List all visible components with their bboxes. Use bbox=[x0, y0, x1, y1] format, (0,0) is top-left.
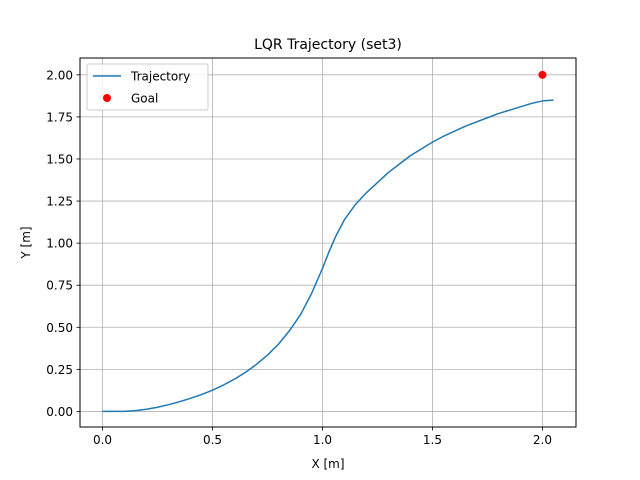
plot-frame bbox=[79, 57, 577, 428]
y-tick-label: 0.25 bbox=[46, 363, 73, 377]
trajectory-line bbox=[102, 99, 554, 413]
x-axis-label: X [m] bbox=[311, 457, 344, 471]
x-tick-label: 0.5 bbox=[203, 433, 222, 447]
y-tick-label: 1.75 bbox=[46, 110, 73, 124]
x-tick-label: 1.5 bbox=[423, 433, 442, 447]
y-tick-label: 0.00 bbox=[46, 405, 73, 419]
y-tick-label: 0.75 bbox=[46, 279, 73, 293]
goal-point bbox=[538, 70, 547, 79]
y-tick-label: 1.50 bbox=[46, 152, 73, 166]
y-tick-label: 2.00 bbox=[46, 68, 73, 82]
ticks: 0.0 0.5 1.0 1.5 2.0 0.00 0.25 0.50 0.75 1.00 1.25 1… bbox=[46, 68, 552, 447]
legend: Trajectory Goal bbox=[86, 63, 209, 111]
x-tick-label: 0.0 bbox=[93, 433, 112, 447]
y-axis-label: Y [m] bbox=[19, 226, 33, 259]
series-layer bbox=[102, 70, 554, 413]
plot-area bbox=[80, 58, 576, 427]
grid bbox=[80, 58, 576, 427]
y-tick-label: 1.00 bbox=[46, 237, 73, 251]
y-tick-label: 0.50 bbox=[46, 321, 73, 335]
x-tick-label: 1.0 bbox=[313, 433, 332, 447]
chart-title: LQR Trajectory (set3) bbox=[254, 37, 402, 53]
y-tick-label: 1.25 bbox=[46, 195, 73, 209]
legend-label-trajectory: Trajectory bbox=[130, 70, 190, 84]
legend-label-goal: Goal bbox=[131, 92, 158, 106]
x-tick-label: 2.0 bbox=[533, 433, 552, 447]
legend-swatch-goal bbox=[103, 94, 111, 102]
